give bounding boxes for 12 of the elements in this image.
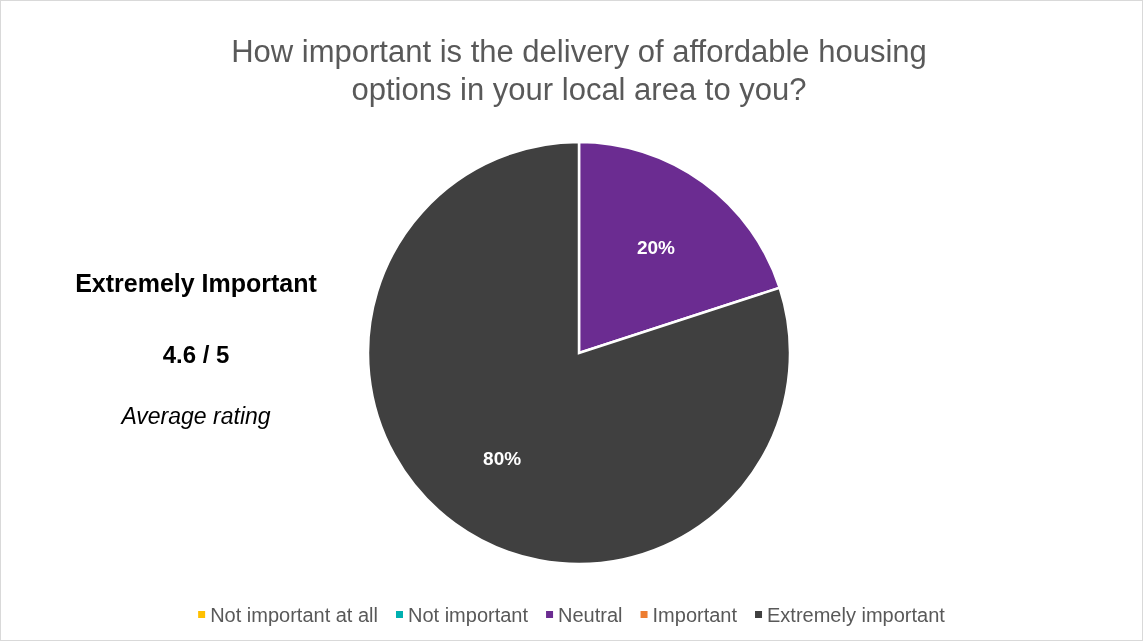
data-label: 20%: [636, 236, 676, 258]
text: Average rating: [119, 403, 271, 429]
pie-slice: [366, 140, 791, 565]
legend-label: Not important: [407, 604, 529, 626]
text: Extremely Important: [75, 269, 318, 297]
legend-label: Neutral: [558, 604, 623, 626]
chart-title: How important is the delivery of affordable housing options in your local area to you?: [231, 34, 927, 107]
data-label: 80%: [483, 448, 522, 470]
legend-label: Not important at all: [210, 604, 378, 626]
legend-label: Extremely important: [767, 604, 946, 626]
text: 4.6 / 5: [162, 341, 230, 368]
legend-label: Important: [652, 604, 738, 626]
